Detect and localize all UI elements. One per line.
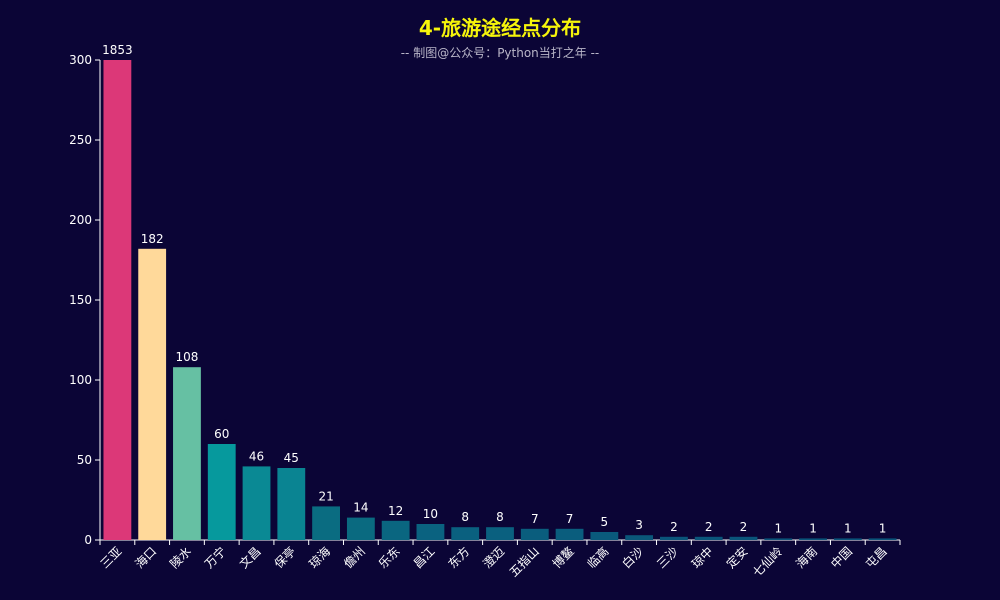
x-category-label-8: 乐东 [376, 544, 403, 571]
x-category-label-20: 海南 [793, 544, 821, 572]
data-label-14: 5 [601, 515, 609, 529]
data-label-20: 1 [809, 521, 817, 535]
data-label-7: 14 [353, 501, 368, 515]
data-label-6: 21 [318, 489, 333, 503]
x-category-label-17: 琼中 [688, 544, 716, 572]
x-category-label-15: 白沙 [619, 544, 647, 572]
y-tick-label: 150 [69, 293, 92, 307]
data-label-10: 8 [461, 510, 469, 524]
data-label-21: 1 [844, 521, 852, 535]
data-label-5: 45 [284, 451, 299, 465]
data-label-2: 108 [176, 350, 199, 364]
x-category-label-12: 五指山 [506, 544, 542, 580]
bar-3 [207, 444, 236, 540]
bar-1 [138, 248, 167, 541]
y-tick-label: 100 [69, 373, 92, 387]
bar-8 [381, 520, 410, 540]
bar-18 [729, 536, 758, 540]
data-label-1: 182 [141, 232, 164, 246]
data-label-9: 10 [423, 507, 438, 521]
x-category-label-14: 临高 [584, 544, 612, 572]
y-tick-label: 300 [69, 53, 92, 67]
data-label-0: 1853 [102, 43, 133, 57]
bar-15 [625, 535, 654, 540]
bar-21 [833, 538, 862, 540]
bar-0 [103, 60, 132, 540]
bar-9 [416, 524, 445, 540]
data-label-15: 3 [635, 518, 643, 532]
bar-5 [277, 468, 306, 540]
bar-2 [173, 367, 201, 540]
bar-12 [520, 528, 549, 540]
bar-17 [694, 536, 723, 540]
bar-22 [868, 538, 897, 540]
y-tick-label: 200 [69, 213, 92, 227]
x-category-label-18: 定安 [723, 544, 751, 572]
data-label-17: 2 [705, 520, 713, 534]
bar-19 [764, 538, 793, 540]
data-label-8: 12 [388, 504, 403, 518]
data-label-18: 2 [740, 520, 748, 534]
x-category-label-11: 澄迈 [480, 544, 508, 572]
x-category-label-16: 三沙 [654, 544, 681, 571]
data-label-11: 8 [496, 510, 504, 524]
bar-20 [799, 538, 827, 540]
y-tick-label: 50 [77, 453, 92, 467]
bar-4 [242, 466, 271, 540]
bar-10 [451, 527, 480, 540]
data-label-22: 1 [879, 521, 887, 535]
data-label-4: 46 [249, 449, 264, 463]
chart-subtitle: -- 制图@公众号：Python当打之年 -- [400, 46, 600, 60]
bar-6 [312, 506, 340, 540]
bar-7 [346, 517, 375, 540]
y-tick-label: 250 [69, 133, 92, 147]
data-label-16: 2 [670, 520, 678, 534]
data-label-12: 7 [531, 512, 539, 526]
x-category-label-2: 陵水 [167, 544, 194, 571]
x-category-label-0: 三亚 [98, 544, 125, 571]
bar-14 [590, 532, 619, 540]
x-category-label-1: 海口 [132, 544, 160, 572]
chart-title: 4-旅游途经点分布 [418, 16, 582, 40]
x-category-label-5: 保亭 [271, 544, 299, 572]
x-category-label-10: 东方 [445, 544, 473, 572]
x-category-label-19: 七仙岭 [750, 544, 785, 579]
data-label-19: 1 [774, 521, 782, 535]
x-category-label-4: 文昌 [236, 544, 264, 572]
x-category-label-21: 中国 [827, 544, 855, 572]
bar-11 [486, 527, 514, 540]
data-label-3: 60 [214, 427, 229, 441]
bar-13 [555, 528, 584, 540]
x-category-label-13: 博鳌 [549, 544, 577, 572]
x-category-label-7: 儋州 [341, 544, 368, 571]
x-category-label-3: 万宁 [201, 544, 229, 572]
bar-16 [660, 536, 688, 540]
x-category-label-9: 昌江 [411, 544, 438, 571]
x-category-label-22: 屯昌 [863, 544, 890, 571]
data-label-13: 7 [566, 512, 574, 526]
x-category-label-6: 琼海 [306, 544, 334, 572]
y-tick-label: 0 [84, 533, 92, 547]
